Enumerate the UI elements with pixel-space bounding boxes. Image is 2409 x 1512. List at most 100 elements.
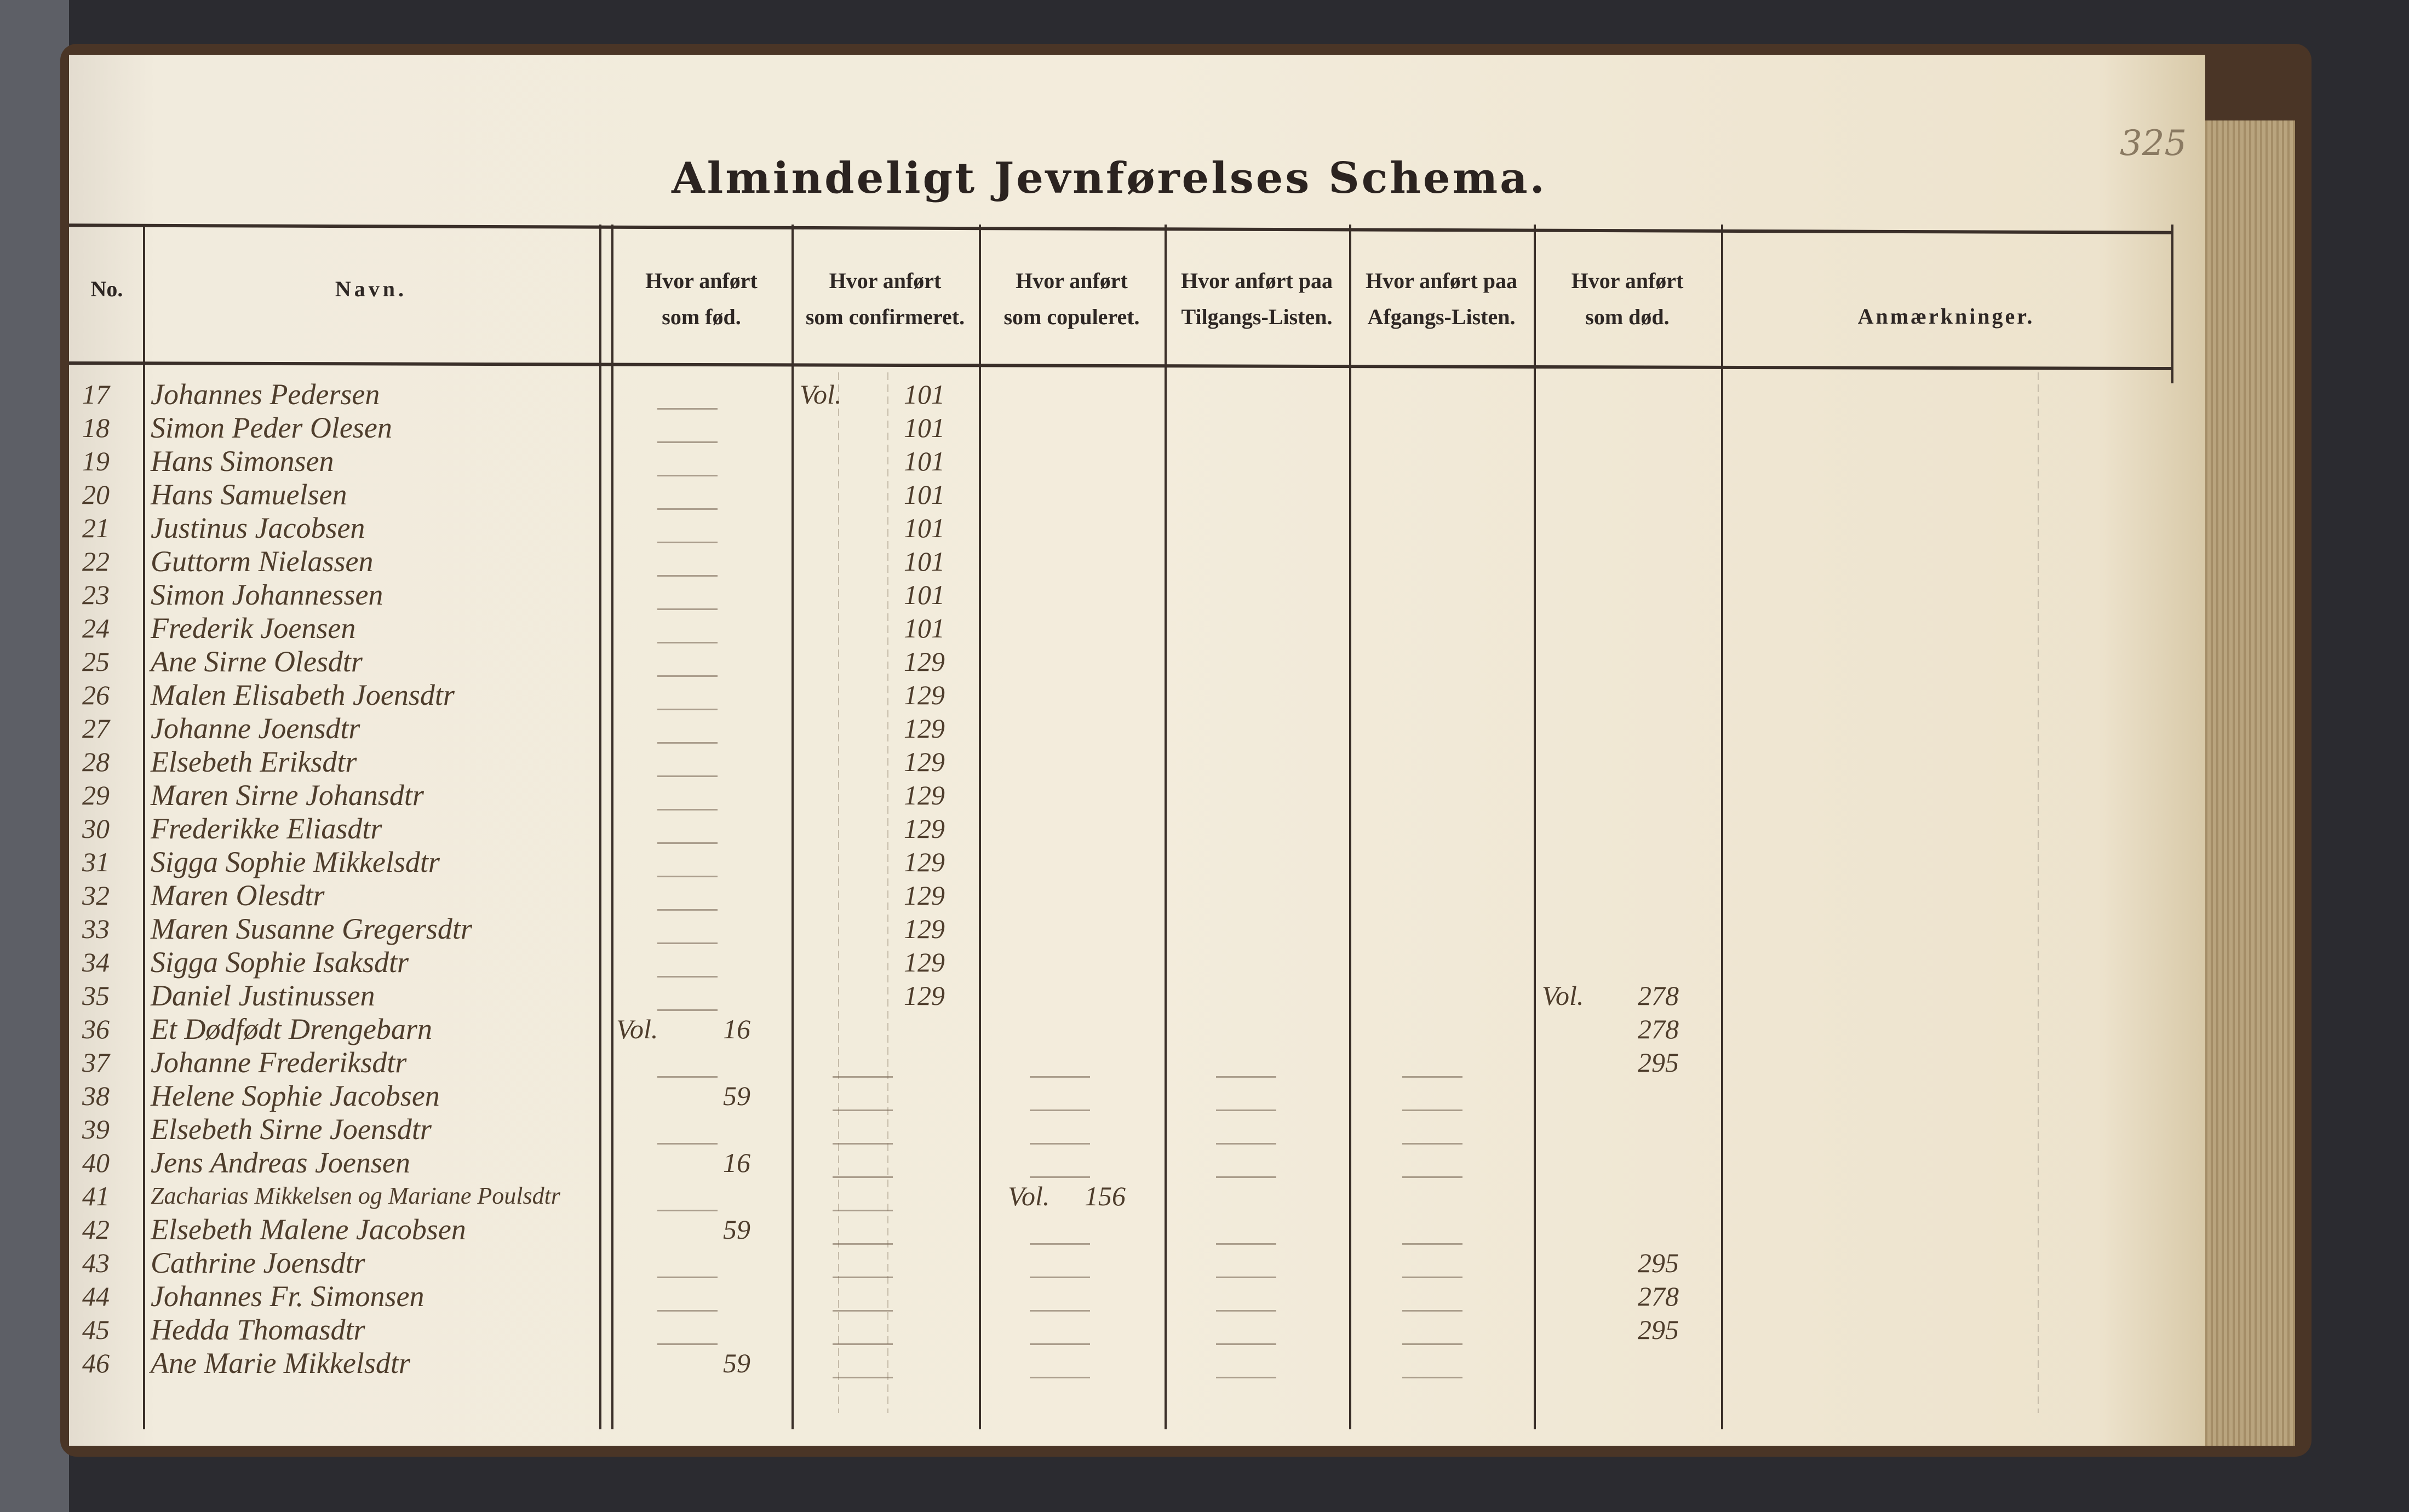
row-number: 40	[82, 1147, 110, 1178]
dash-mark	[657, 608, 718, 610]
header-afg-line1: Hvor anført paa	[1365, 268, 1518, 293]
header-dod-line2: som død.	[1585, 304, 1670, 329]
header-anmaerkninger: Anmærkninger.	[1857, 304, 2035, 329]
row-number: 17	[82, 379, 110, 410]
dash-mark	[657, 542, 718, 543]
row-name: Sigga Sophie Mikkelsdtr	[151, 846, 440, 878]
row-number: 45	[82, 1314, 110, 1345]
dash-mark	[1402, 1377, 1462, 1378]
fod-ref: 59	[723, 1080, 750, 1111]
page-title: Almindeligt Jevnførelses Schema.	[672, 153, 1547, 203]
row-number: 33	[82, 913, 110, 944]
scanner-background	[0, 0, 69, 1512]
row-name: Et Dødfødt Drengebarn	[151, 1013, 432, 1045]
row-name: Johanne Joensdtr	[151, 712, 360, 745]
header-conf-line2: som confirmeret.	[805, 304, 965, 329]
dash-mark	[1402, 1277, 1462, 1278]
column-rule	[1534, 225, 1536, 1429]
dod-ref: 295	[1638, 1247, 1679, 1278]
conf-ref: 101	[904, 579, 945, 610]
dash-mark	[1030, 1176, 1090, 1178]
row-name: Helene Sophie Jacobsen	[151, 1079, 440, 1112]
dash-mark	[657, 876, 718, 877]
row-number: 31	[82, 847, 110, 877]
dash-mark	[657, 642, 718, 643]
dash-mark	[657, 675, 718, 677]
conf-ref: 101	[904, 513, 945, 543]
dash-mark	[657, 942, 718, 944]
row-name: Maren Susanne Gregersdtr	[151, 912, 472, 945]
dash-mark	[1216, 1343, 1276, 1345]
row-number: 38	[82, 1080, 110, 1111]
row-number: 28	[82, 746, 110, 777]
row-number: 46	[82, 1348, 110, 1378]
cop-vol: Vol.	[1008, 1181, 1050, 1211]
page-number: 325	[2120, 123, 2187, 164]
conf-ref: 101	[904, 546, 945, 577]
header-afg: Hvor anført paa Afgangs-Listen.	[1349, 263, 1534, 335]
conf-ref: 101	[904, 379, 945, 410]
conf-ref: 129	[904, 847, 945, 877]
conf-ref: 129	[904, 746, 945, 777]
dash-mark	[657, 1310, 718, 1312]
row-number: 27	[82, 713, 110, 744]
column-rule	[2171, 225, 2173, 383]
dash-mark	[1030, 1310, 1090, 1312]
fod-ref: 16	[723, 1014, 750, 1044]
row-name: Sigga Sophie Isaksdtr	[151, 946, 409, 979]
dash-mark	[657, 809, 718, 810]
dash-mark	[833, 1210, 893, 1211]
header-fod-line2: som fød.	[662, 304, 741, 329]
dash-mark	[657, 909, 718, 911]
row-name: Frederikke Eliasdtr	[151, 812, 382, 845]
row-name: Johanne Frederiksdtr	[151, 1046, 407, 1079]
header-tilg-line1: Hvor anført paa	[1180, 268, 1333, 293]
row-name: Daniel Justinussen	[151, 979, 375, 1012]
column-rule	[1349, 225, 1351, 1429]
row-name: Guttorm Nielassen	[151, 545, 374, 578]
dash-mark	[1402, 1243, 1462, 1245]
row-number: 34	[82, 947, 110, 978]
conf-ref: 129	[904, 713, 945, 744]
dash-mark	[1402, 1310, 1462, 1312]
row-name: Simon Johannessen	[151, 578, 383, 611]
faint-rule	[887, 372, 888, 1413]
dash-mark	[657, 1277, 718, 1278]
dash-mark	[833, 1310, 893, 1312]
column-rule	[611, 225, 613, 1429]
row-number: 29	[82, 780, 110, 810]
row-number: 22	[82, 546, 110, 577]
row-number: 26	[82, 680, 110, 710]
conf-ref: 129	[904, 680, 945, 710]
dash-mark	[833, 1176, 893, 1178]
dash-mark	[1216, 1377, 1276, 1378]
page-edges	[2202, 120, 2295, 1446]
dash-mark	[1402, 1076, 1462, 1078]
row-name: Cathrine Joensdtr	[151, 1246, 365, 1279]
dash-mark	[1402, 1176, 1462, 1178]
header-dod-line1: Hvor anført	[1571, 268, 1684, 293]
conf-ref: 129	[904, 780, 945, 810]
row-name: Malen Elisabeth Joensdtr	[151, 679, 455, 711]
conf-ref: 101	[904, 412, 945, 443]
conf-ref: 101	[904, 613, 945, 643]
row-name: Elsebeth Malene Jacobsen	[151, 1213, 466, 1246]
fod-vol: Vol.	[616, 1014, 658, 1044]
dod-vol: Vol.	[1542, 980, 1584, 1011]
dash-mark	[657, 441, 718, 443]
header-cop-line2: som copuleret.	[1003, 304, 1140, 329]
row-name: Elsebeth Sirne Joensdtr	[151, 1113, 432, 1146]
row-name: Hedda Thomasdtr	[151, 1313, 365, 1346]
row-number: 44	[82, 1281, 110, 1312]
dash-mark	[657, 976, 718, 978]
row-number: 23	[82, 579, 110, 610]
row-name: Hans Samuelsen	[151, 478, 347, 511]
row-name: Hans Simonsen	[151, 445, 334, 478]
row-number: 24	[82, 613, 110, 643]
row-number: 18	[82, 412, 110, 443]
dash-mark	[657, 842, 718, 844]
row-name: Elsebeth Eriksdtr	[151, 745, 357, 778]
dash-mark	[657, 575, 718, 577]
header-dod: Hvor anført som død.	[1534, 263, 1721, 335]
conf-ref: 129	[904, 646, 945, 677]
